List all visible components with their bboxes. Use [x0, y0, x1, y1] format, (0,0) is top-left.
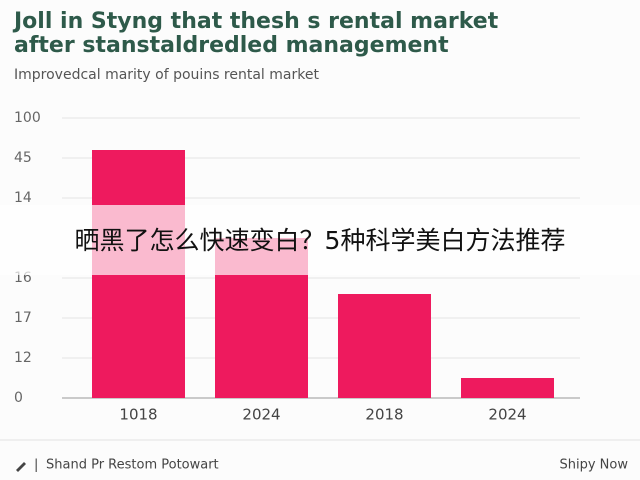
- x-tick-label: 1018: [119, 406, 157, 424]
- overlay-band: [0, 205, 640, 275]
- footer-separator: |: [34, 458, 38, 473]
- chart-title: after stanstaldredled management: [14, 33, 449, 58]
- bar: [338, 294, 431, 398]
- y-tick-label: 17: [14, 310, 32, 326]
- footer-icon: [16, 462, 26, 472]
- overlay-text: 晒黑了怎么快速变白？5种科学美白方法推荐: [75, 226, 566, 255]
- chart-title: Joll in Styng that thesh s rental market: [12, 9, 499, 34]
- footer-left-text: Shand Pr Restom Potowart: [46, 458, 219, 473]
- chart-subtitle: Improvedcal marity of pouins rental mark…: [14, 67, 319, 83]
- x-tick-label: 2024: [242, 406, 280, 424]
- y-tick-label: 45: [14, 150, 32, 166]
- y-tick-label: 100: [14, 110, 41, 126]
- y-tick-label: 0: [14, 390, 23, 406]
- y-tick-label: 14: [14, 190, 32, 206]
- x-tick-label: 2024: [488, 406, 526, 424]
- footer-link[interactable]: Shipy Now: [560, 458, 629, 473]
- y-tick-label: 12: [14, 350, 32, 366]
- x-tick-label: 2018: [365, 406, 403, 424]
- bar: [461, 378, 554, 398]
